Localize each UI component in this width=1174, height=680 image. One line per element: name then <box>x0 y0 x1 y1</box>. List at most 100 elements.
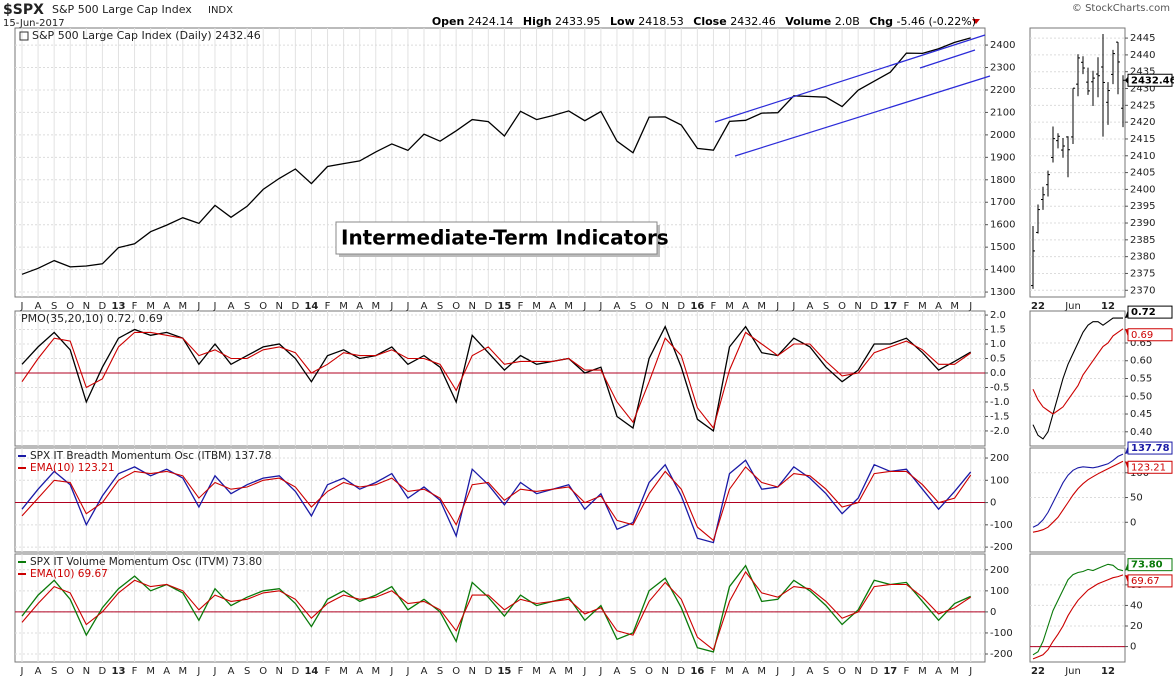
x-tick-label: M <box>146 666 155 677</box>
x-tick-label: J <box>196 301 200 312</box>
x-tick-label: O <box>259 666 267 677</box>
x-tick-label: J <box>582 301 586 312</box>
legend-label: EMA(10) 69.67 <box>30 568 108 580</box>
x-tick-label: J <box>212 301 216 312</box>
value-box <box>1127 305 1173 319</box>
x-tick-label: N <box>661 301 668 312</box>
x-tick-label: F <box>711 301 717 312</box>
x-tick-label: A <box>421 666 428 677</box>
x-tick-label: O <box>452 666 460 677</box>
x-tick-label: A <box>549 301 556 312</box>
y-tick-label: 2440 <box>1130 50 1155 61</box>
x-tick-label: J <box>775 301 779 312</box>
stat-label: Volume <box>785 15 832 28</box>
y-tick-label: -0.5 <box>990 382 1010 393</box>
value-box-label: 0.69 <box>1131 330 1153 341</box>
annotation-box <box>335 221 658 255</box>
y-tick-label: -100 <box>990 628 1013 639</box>
x-tick-label: M <box>371 301 380 312</box>
y-tick-label: 2100 <box>990 107 1015 118</box>
x-tick-label: F <box>904 666 910 677</box>
x-tick-label: N <box>468 666 475 677</box>
x-tick-label: M <box>532 301 541 312</box>
x-tick-label: J <box>791 666 795 677</box>
x-tick-label: N <box>854 666 861 677</box>
x-tick-label: M <box>339 666 348 677</box>
x-tick-label: N <box>276 666 283 677</box>
x-tick-label: M <box>950 301 959 312</box>
x-tick-label: J <box>405 301 409 312</box>
y-tick-label: 2370 <box>1130 285 1155 296</box>
y-tick-label: 2400 <box>990 40 1015 51</box>
value-box-label: 69.67 <box>1131 576 1160 587</box>
symbol: $SPX <box>3 2 44 18</box>
x-tick-label: S <box>244 301 250 312</box>
stat-label: Chg <box>869 15 894 28</box>
panel-title: S&P 500 Large Cap Index (Daily) 2432.46 <box>32 29 261 42</box>
y-tick-label: 2415 <box>1130 134 1155 145</box>
x-tick-label: D <box>292 301 300 312</box>
x-tick-label: M <box>532 666 541 677</box>
index-name: S&P 500 Large Cap Index <box>52 3 192 16</box>
stat-label: Open <box>431 15 465 28</box>
x-tick-label: M <box>757 666 766 677</box>
x-tick-label: S <box>51 666 57 677</box>
x-tick-label: O <box>838 301 846 312</box>
x-tick-label: A <box>806 666 813 677</box>
x-tick-label: S <box>437 666 443 677</box>
legend-label: SPX IT Volume Momentum Osc (ITVM) 73.80 <box>30 556 262 568</box>
y-tick-label: 0.55 <box>1130 374 1152 385</box>
x-tick-label: S <box>51 301 57 312</box>
y-tick-label: 100 <box>990 586 1009 597</box>
x-tick-label: M <box>564 301 573 312</box>
x-tick-label: N <box>661 666 668 677</box>
y-tick-label: 0 <box>1130 517 1136 528</box>
watermark: © StockCharts.com <box>1072 3 1170 14</box>
x-tick-label: Jun <box>1064 666 1081 677</box>
x-tick-label: Jun <box>1064 301 1081 312</box>
x-tick-label: F <box>132 666 138 677</box>
y-tick-label: 0.65 <box>1130 338 1152 349</box>
x-tick-label: M <box>339 301 348 312</box>
x-tick-label: F <box>325 666 331 677</box>
x-tick-label: D <box>870 666 878 677</box>
x-tick-label: N <box>276 301 283 312</box>
series-line <box>21 37 971 275</box>
series-line <box>1032 574 1124 660</box>
x-tick-label: M <box>725 301 734 312</box>
x-tick-label: M <box>146 301 155 312</box>
x-tick-label: 13 <box>112 301 126 312</box>
y-tick-label: 1900 <box>990 152 1015 163</box>
y-tick-label: 50 <box>1130 493 1143 504</box>
stat-value: -5.46 (-0.22%) <box>896 15 976 28</box>
x-tick-label: F <box>711 666 717 677</box>
y-tick-label: 2420 <box>1130 117 1155 128</box>
value-box <box>1127 558 1173 572</box>
series-line <box>1032 460 1124 533</box>
x-tick-label: A <box>35 301 42 312</box>
series-line <box>1032 317 1123 440</box>
stat-label: High <box>522 15 552 28</box>
x-tick-label: 14 <box>304 301 318 312</box>
y-tick-label: 0.45 <box>1130 409 1152 420</box>
x-tick-label: A <box>614 666 621 677</box>
legend-label: EMA(10) 123.21 <box>30 462 115 474</box>
x-tick-label: O <box>259 301 267 312</box>
stat-label: Close <box>693 15 727 28</box>
y-tick-label: -100 <box>990 520 1013 531</box>
y-tick-label: 0 <box>990 498 996 509</box>
date: 15-Jun-2017 <box>3 18 65 29</box>
x-tick-label: A <box>356 301 363 312</box>
x-tick-label: A <box>163 301 170 312</box>
x-tick-label: D <box>484 301 492 312</box>
y-tick-label: 2385 <box>1130 235 1155 246</box>
y-tick-label: -1.0 <box>990 397 1010 408</box>
x-tick-label: O <box>645 666 653 677</box>
series-line <box>21 331 972 430</box>
series-line <box>21 466 972 542</box>
y-tick-label: 200 <box>990 565 1009 576</box>
y-tick-label: 20 <box>1130 621 1143 632</box>
x-tick-label: J <box>196 666 200 677</box>
y-tick-label: 2375 <box>1130 268 1155 279</box>
x-tick-label: D <box>484 666 492 677</box>
